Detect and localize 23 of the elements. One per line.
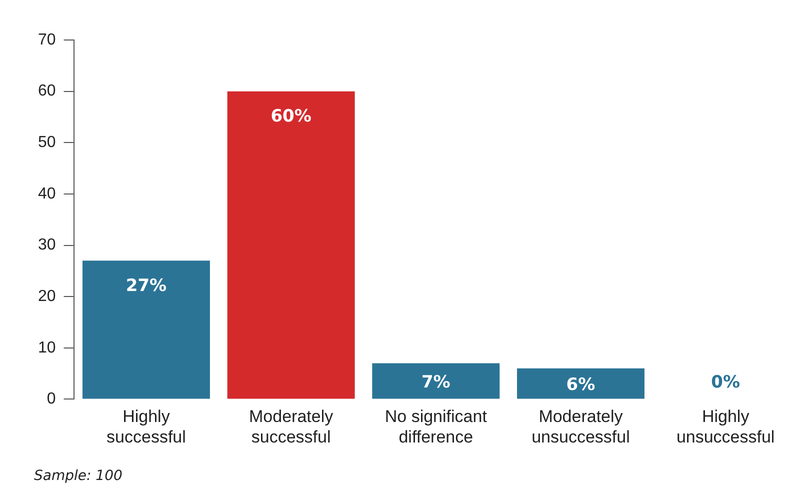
x-tick-label: Moderately successful: [249, 407, 334, 446]
bar: [517, 368, 644, 399]
y-tick-label: 20: [38, 288, 56, 305]
y-tick-label: 60: [38, 82, 56, 100]
y-tick-label: 0: [46, 390, 56, 408]
y-tick-label: 30: [38, 236, 56, 254]
data-label: 0%: [711, 372, 740, 393]
y-tick-label: 40: [38, 185, 56, 202]
data-label: 6%: [566, 374, 596, 395]
bar: [82, 260, 210, 399]
y-tick-label: 10: [38, 339, 56, 356]
y-tick-label: 70: [38, 31, 56, 48]
text: Sample: 100: [34, 468, 122, 484]
data-label: 27%: [126, 276, 167, 296]
y-tick-label: 50: [38, 134, 56, 152]
bar: [372, 363, 500, 399]
x-tick-label: No significant difference: [384, 407, 488, 446]
data-label: 7%: [421, 372, 450, 392]
bar: [227, 91, 355, 399]
x-tick-label: Highly successful: [106, 407, 186, 446]
x-tick-label: Moderately unsuccessful: [532, 407, 630, 446]
x-tick-label: Highly unsuccessful: [676, 407, 775, 446]
data-label: 60%: [270, 106, 312, 127]
